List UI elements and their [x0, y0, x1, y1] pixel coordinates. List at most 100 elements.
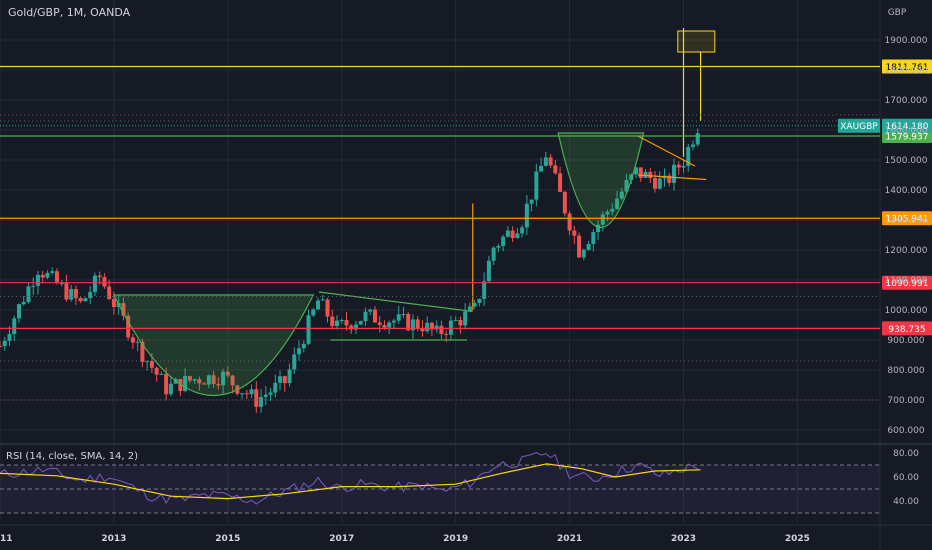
- candle-body: [320, 299, 325, 301]
- flag-lower-trendline: [637, 174, 707, 181]
- candle-body: [344, 320, 349, 326]
- candle-body: [126, 315, 131, 338]
- candle-body: [259, 397, 264, 407]
- candle-body: [240, 393, 245, 395]
- candle-body: [387, 322, 392, 328]
- candle-body: [634, 167, 639, 175]
- candle-body: [73, 289, 78, 299]
- candle-body: [491, 247, 496, 261]
- candle-body: [192, 379, 197, 381]
- rsi-y-tick-label: 60.00: [893, 473, 919, 483]
- candle-body: [496, 245, 501, 248]
- candle-body: [463, 311, 468, 326]
- candle-body: [35, 274, 40, 286]
- candle-body: [311, 309, 316, 316]
- candle-body: [50, 271, 55, 273]
- candle-body: [88, 292, 93, 299]
- candle-body: [349, 325, 354, 330]
- candle-body: [510, 230, 515, 238]
- candle-body: [448, 320, 453, 335]
- candle-body: [396, 314, 401, 321]
- currency-label: GBP: [888, 8, 907, 18]
- candle-body: [2, 340, 7, 347]
- candle-body: [268, 392, 273, 395]
- candle-body: [596, 224, 601, 233]
- level-tag-bg: [882, 59, 932, 74]
- y-tick-label: 1400.000: [885, 186, 928, 196]
- candle-body: [690, 144, 695, 147]
- candle-body: [221, 371, 226, 386]
- level-tag-label: 1811.761: [886, 63, 929, 73]
- candle-body: [638, 167, 643, 178]
- candle-body: [434, 325, 439, 330]
- candle-body: [458, 320, 463, 326]
- symbol-tag-label: XAUGBP: [840, 122, 878, 132]
- candle-body: [216, 384, 221, 386]
- candle-body: [183, 376, 188, 392]
- candle-body: [567, 213, 572, 231]
- candle-body: [225, 371, 230, 376]
- candle-body: [254, 389, 259, 407]
- candle-body: [287, 369, 292, 384]
- candle-body: [187, 376, 192, 381]
- candle-body: [667, 175, 672, 183]
- candle-body: [154, 367, 159, 375]
- candle-body: [206, 375, 211, 385]
- y-tick-label: 1500.000: [885, 156, 928, 166]
- x-tick-label: 2015: [215, 534, 240, 544]
- candle-body: [40, 274, 45, 278]
- y-tick-label: 1700.000: [885, 96, 928, 106]
- candle-body: [505, 230, 510, 237]
- level-tag-label: 938.735: [888, 325, 925, 335]
- candle-body: [316, 300, 321, 310]
- candle-body: [529, 199, 534, 204]
- candle-body: [444, 333, 449, 335]
- candle-body: [472, 303, 477, 307]
- candle-body: [263, 394, 268, 398]
- candle-body: [16, 304, 21, 319]
- level-tag: 1811.761: [882, 59, 932, 74]
- candle-body: [59, 283, 64, 285]
- y-tick-label: 700.000: [887, 396, 924, 406]
- candle-body: [273, 382, 278, 393]
- candle-body: [12, 318, 17, 335]
- candle-body: [297, 348, 302, 355]
- candle-body: [467, 306, 472, 312]
- candle-body: [339, 320, 344, 322]
- candle-body: [610, 208, 615, 212]
- x-tick-label: 2013: [101, 534, 126, 544]
- candle-body: [306, 315, 311, 344]
- rsi-title: RSI (14, close, SMA, 14, 2): [6, 451, 139, 462]
- candle-body: [363, 311, 368, 322]
- candle-body: [486, 260, 491, 282]
- candle-body: [135, 341, 140, 343]
- candle-body: [358, 321, 363, 325]
- level-tag-label: 1090.991: [886, 279, 929, 289]
- candle-body: [572, 230, 577, 236]
- candle-body: [164, 373, 169, 395]
- candle-body: [0, 346, 2, 347]
- level-tag-bg: [882, 275, 932, 290]
- candle-body: [301, 343, 306, 349]
- candle-body: [425, 322, 430, 332]
- y-tick-label: 1900.000: [885, 36, 928, 46]
- y-tick-label: 600.000: [887, 426, 924, 436]
- candle-body: [69, 289, 74, 300]
- candle-body: [406, 313, 411, 331]
- cup-pattern-2: [557, 132, 645, 228]
- candle-body: [330, 316, 335, 327]
- candle-body: [102, 277, 107, 287]
- candle-body: [695, 133, 700, 145]
- candle-body: [21, 302, 26, 305]
- candle-body: [586, 243, 591, 250]
- candle-body: [149, 361, 154, 368]
- candle-body: [31, 285, 36, 287]
- target-box: [677, 30, 716, 53]
- candle-body: [401, 313, 406, 315]
- candle-body: [581, 249, 586, 258]
- y-tick-label: 1800.000: [885, 66, 928, 76]
- rsi-line: [0, 451, 698, 505]
- candle-body: [92, 275, 97, 293]
- candle-body: [368, 309, 373, 312]
